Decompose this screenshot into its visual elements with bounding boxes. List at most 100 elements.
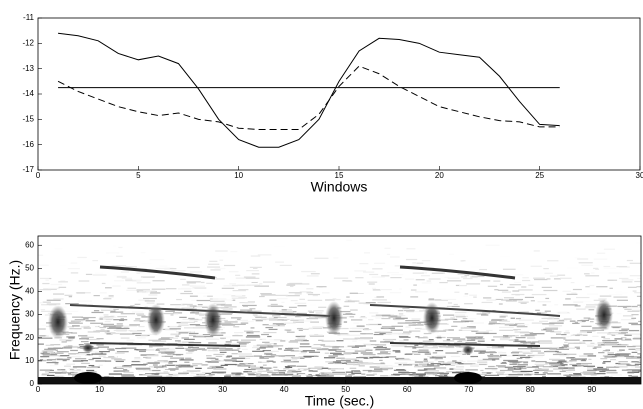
noise [547, 260, 559, 262]
noise [104, 296, 114, 298]
noise [348, 373, 355, 376]
noise [45, 344, 54, 346]
noise [313, 310, 324, 312]
noise [219, 363, 225, 365]
noise [248, 374, 256, 376]
noise [549, 275, 559, 277]
noise [502, 337, 510, 339]
noise [488, 323, 495, 325]
noise [363, 303, 371, 305]
noise [372, 289, 381, 291]
noise [269, 339, 283, 341]
noise [231, 299, 236, 301]
noise [235, 294, 242, 297]
noise [175, 335, 180, 337]
noise [105, 360, 112, 362]
noise [266, 360, 274, 362]
x-tick-label: 0 [36, 385, 41, 394]
noise [281, 319, 288, 321]
noise [138, 350, 146, 353]
harmonic [369, 304, 561, 317]
noise [343, 352, 353, 354]
noise [530, 356, 544, 358]
noise [565, 330, 570, 332]
noise [333, 257, 339, 259]
noise [631, 305, 638, 308]
noise [152, 364, 158, 366]
noise [365, 349, 373, 351]
noise [428, 278, 441, 280]
noise [143, 297, 157, 300]
noise [86, 369, 95, 372]
noise [398, 364, 402, 366]
noise [232, 376, 246, 378]
noise [350, 309, 358, 311]
noise [285, 366, 293, 369]
noise [369, 329, 380, 332]
noise [38, 337, 53, 339]
noise [291, 375, 302, 377]
noise [232, 289, 246, 292]
noise [611, 332, 619, 335]
noise [382, 368, 393, 370]
noise [324, 372, 339, 374]
noise [242, 304, 257, 307]
noise [273, 366, 278, 368]
noise [329, 352, 342, 354]
noise [311, 374, 319, 377]
noise [80, 340, 89, 343]
noise [298, 320, 312, 322]
noise [634, 349, 641, 352]
noise [568, 368, 575, 370]
noise [143, 321, 151, 323]
noise [381, 325, 395, 328]
noise [300, 369, 307, 371]
noise [542, 375, 546, 378]
noise [143, 290, 156, 292]
noise [231, 343, 244, 345]
noise [62, 359, 67, 362]
noise [634, 366, 641, 368]
noise [252, 314, 258, 316]
noise [201, 317, 207, 319]
noise [163, 371, 169, 373]
noise [403, 309, 415, 312]
noise [390, 329, 403, 331]
noise [366, 374, 375, 376]
noise [405, 353, 413, 355]
noise [355, 277, 364, 279]
harmonic [389, 342, 541, 347]
noise [358, 302, 371, 304]
noise [631, 348, 641, 350]
call-blob [147, 304, 165, 336]
noise [626, 259, 633, 262]
noise [374, 344, 387, 346]
noise [182, 303, 193, 306]
noise [389, 256, 400, 258]
noise [452, 360, 457, 362]
noise [491, 347, 505, 349]
noise [427, 364, 435, 366]
noise [96, 338, 104, 340]
noise [534, 372, 539, 374]
noise [559, 355, 570, 357]
noise [231, 284, 245, 287]
noise [605, 341, 619, 344]
noise [512, 299, 523, 301]
noise [237, 318, 241, 321]
x-tick-label: 30 [636, 171, 643, 180]
noise [499, 320, 510, 323]
noise [196, 299, 211, 302]
noise [42, 354, 52, 356]
noise [291, 370, 302, 373]
noise [387, 334, 402, 336]
noise [284, 374, 299, 376]
noise [219, 322, 232, 324]
noise [241, 365, 255, 367]
noise [369, 340, 377, 342]
noise [317, 368, 323, 371]
noise [189, 305, 197, 307]
noise [570, 357, 575, 359]
noise [538, 347, 552, 349]
noise [77, 256, 87, 259]
